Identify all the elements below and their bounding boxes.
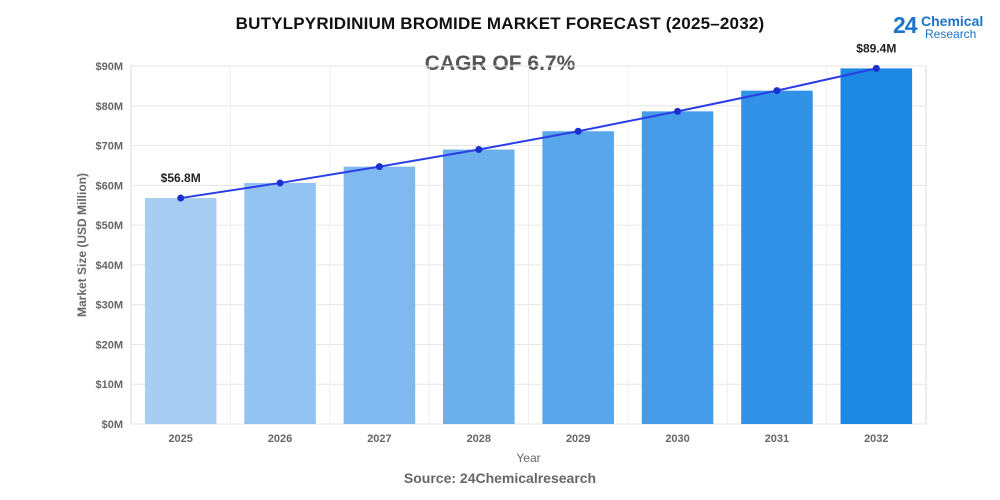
x-tick-label: 2031: [765, 433, 789, 445]
trend-line: [180, 67, 877, 200]
bar-2025: [144, 198, 217, 424]
trend-point-2031: [773, 87, 781, 95]
y-tick-label: $0M: [102, 419, 123, 431]
trend-point-2026: [276, 179, 284, 187]
trend-point-2030: [674, 107, 682, 115]
x-axis-title: Year: [516, 451, 540, 465]
x-tick-label: 2032: [864, 433, 888, 445]
trend-point-2029: [574, 127, 582, 135]
y-tick-label: $70M: [95, 141, 123, 153]
x-tick-label: 2026: [268, 433, 292, 445]
x-tick-label: 2025: [168, 433, 192, 445]
y-tick-label: $20M: [95, 339, 123, 351]
data-label: $89.4M: [856, 41, 896, 55]
data-label: $56.8M: [161, 171, 201, 185]
bar-2028: [443, 149, 515, 425]
y-tick-label: $30M: [95, 300, 123, 312]
y-tick-label: $80M: [95, 101, 123, 113]
trend-point-2032: [872, 64, 880, 72]
bar-2030: [641, 111, 714, 424]
bar-2031: [741, 90, 813, 424]
y-tick-label: $60M: [95, 180, 123, 192]
chart-title: BUTYLPYRIDINIUM BROMIDE MARKET FORECAST …: [235, 14, 765, 33]
x-tick-label: 2029: [566, 433, 590, 445]
logo-line-1: Chemical: [921, 13, 984, 29]
bar-2032: [840, 68, 913, 425]
bar-2029: [542, 131, 614, 425]
y-tick-label: $10M: [95, 379, 123, 391]
y-tick-label: $40M: [95, 260, 123, 272]
x-tick-label: 2030: [665, 433, 689, 445]
logo-number: 24: [893, 12, 918, 38]
bar-2027: [343, 166, 416, 425]
x-tick-label: 2027: [367, 433, 391, 445]
trend-point-2027: [375, 163, 383, 171]
trend-point-2028: [475, 146, 483, 154]
y-tick-label: $90M: [95, 61, 123, 73]
x-tick-label: 2028: [467, 433, 491, 445]
company-logo: 24 Chemical Research: [893, 12, 993, 42]
y-axis-title: Market Size (USD Million): [75, 173, 89, 317]
bar-2026: [244, 182, 316, 424]
logo-line-2: Research: [925, 27, 977, 41]
trend-point-2025: [177, 194, 185, 202]
cagr-annotation: CAGR OF 6.7%: [424, 52, 576, 75]
y-tick-label: $50M: [95, 220, 123, 232]
source-note: Source: 24Chemicalresearch: [403, 470, 597, 486]
